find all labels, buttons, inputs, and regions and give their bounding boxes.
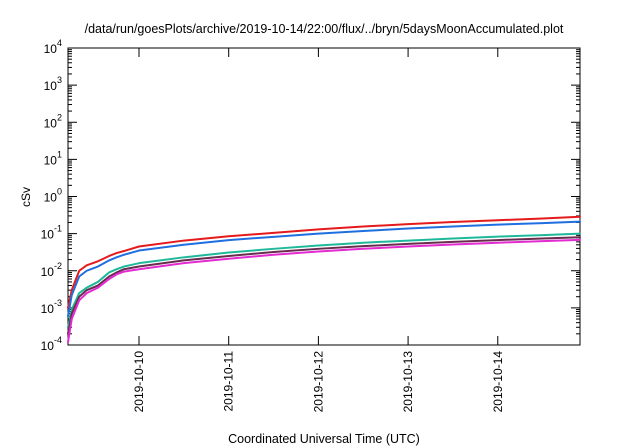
series-line-2 xyxy=(67,220,581,318)
x-tick-label: 2019-10-12 xyxy=(311,351,325,413)
y-tick-label: 100 xyxy=(44,187,62,205)
series-layer xyxy=(67,215,581,344)
y-tick-label: 102 xyxy=(44,112,62,130)
y-tick-label: 10-2 xyxy=(41,261,62,279)
series-line-3 xyxy=(67,232,581,329)
plot-area xyxy=(67,47,581,346)
y-tick-label: 104 xyxy=(44,38,62,56)
y-tick-label: 10-1 xyxy=(41,224,62,242)
x-axis-label: Coordinated Universal Time (UTC) xyxy=(228,432,420,446)
plot-frame xyxy=(67,47,581,346)
y-tick-label: 101 xyxy=(44,149,62,167)
series-line-5 xyxy=(67,238,581,344)
x-tick-label: 2019-10-10 xyxy=(132,351,146,413)
x-tick-label: 2019-10-13 xyxy=(401,351,415,413)
series-line-4 xyxy=(67,236,581,335)
x-tick-label: 2019-10-11 xyxy=(222,351,236,412)
y-axis-label: cSv xyxy=(19,187,33,207)
x-axis: 2019-10-10 2019-10-11 2019-10-12 2019-10-13… xyxy=(132,48,505,412)
chart-title: /data/run/goesPlots/archive/2019-10-14/2… xyxy=(85,22,564,36)
y-axis: 10-4 10-3 10-2 10-1 100 101 102 103 104 xyxy=(41,38,580,353)
y-tick-label: 10-3 xyxy=(41,298,62,316)
y-tick-label: 103 xyxy=(44,75,62,93)
series-line-1 xyxy=(67,215,581,309)
x-tick-label: 2019-10-14 xyxy=(491,351,505,413)
y-tick-label: 10-4 xyxy=(41,335,62,353)
